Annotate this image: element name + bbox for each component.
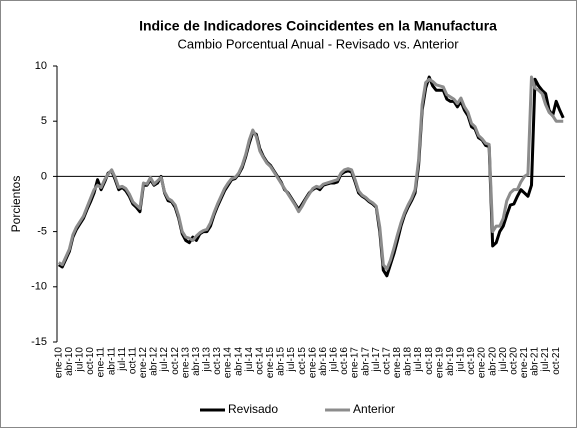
x-tick-label: ene-19 bbox=[434, 347, 445, 379]
y-tick-label: 0 bbox=[41, 170, 47, 182]
y-tick-label: 10 bbox=[35, 60, 47, 72]
x-tick-label: abr-20 bbox=[487, 347, 498, 376]
x-tick-label: ene-15 bbox=[265, 347, 276, 379]
x-tick-label: jul-19 bbox=[456, 347, 467, 373]
x-tick-label: jul-20 bbox=[498, 347, 509, 373]
x-tick-label: oct-15 bbox=[297, 347, 308, 375]
x-tick-label: ene-13 bbox=[180, 347, 191, 379]
x-tick-label: jul-10 bbox=[75, 347, 86, 373]
legend-label: Anterior bbox=[353, 402, 395, 416]
x-tick-label: abr-14 bbox=[233, 347, 244, 376]
x-tick-label: abr-16 bbox=[318, 347, 329, 376]
legend-label: Revisado bbox=[228, 402, 278, 416]
x-tick-label: abr-10 bbox=[64, 347, 75, 376]
y-axis-label: Porcientos bbox=[9, 176, 23, 233]
x-tick-label: ene-12 bbox=[138, 347, 149, 379]
x-tick-label: jul-11 bbox=[117, 347, 128, 372]
x-tick-label: abr-15 bbox=[276, 347, 287, 376]
x-tick-label: abr-11 bbox=[106, 347, 117, 376]
x-tick-label: abr-19 bbox=[445, 347, 456, 376]
x-tick-label: abr-21 bbox=[530, 347, 541, 376]
x-tick-label: abr-13 bbox=[191, 347, 202, 376]
x-tick-label: jul-16 bbox=[329, 347, 340, 373]
x-tick-label: oct-12 bbox=[170, 347, 181, 375]
y-tick-label: -5 bbox=[37, 226, 47, 238]
x-tick-label: oct-21 bbox=[551, 347, 562, 375]
x-tick-label: oct-10 bbox=[85, 347, 96, 375]
x-tick-label: oct-14 bbox=[254, 347, 265, 375]
x-tick-label: ene-21 bbox=[519, 347, 530, 379]
chart-title: Indice de Indicadores Coincidentes en la… bbox=[139, 18, 497, 34]
x-tick-label: oct-19 bbox=[466, 347, 477, 375]
x-tick-label: jul-18 bbox=[413, 347, 424, 373]
series-line bbox=[57, 75, 564, 271]
x-tick-label: ene-11 bbox=[96, 347, 107, 378]
x-tick-label: ene-10 bbox=[53, 347, 64, 379]
y-tick-label: -10 bbox=[31, 281, 47, 293]
x-tick-label: ene-18 bbox=[392, 347, 403, 379]
x-tick-label: jul-14 bbox=[244, 347, 255, 373]
x-tick-label: oct-17 bbox=[381, 347, 392, 375]
x-tick-label: oct-11 bbox=[127, 347, 138, 374]
x-tick-label: abr-18 bbox=[403, 347, 414, 376]
x-tick-label: jul-17 bbox=[371, 347, 382, 373]
x-tick-label: ene-20 bbox=[477, 347, 488, 379]
x-tick-label: oct-18 bbox=[424, 347, 435, 375]
x-tick-label: oct-16 bbox=[339, 347, 350, 375]
x-tick-label: jul-15 bbox=[286, 347, 297, 373]
x-tick-label: ene-14 bbox=[223, 347, 234, 379]
x-tick-label: jul-12 bbox=[159, 347, 170, 373]
x-tick-label: abr-17 bbox=[360, 347, 371, 376]
x-tick-label: ene-17 bbox=[350, 347, 361, 379]
x-tick-label: ene-16 bbox=[307, 347, 318, 379]
x-tick-label: oct-20 bbox=[508, 347, 519, 375]
y-tick-label: -15 bbox=[31, 336, 47, 348]
x-tick-label: jul-21 bbox=[540, 347, 551, 373]
chart-subtitle: Cambio Porcentual Anual - Revisado vs. A… bbox=[177, 36, 459, 51]
y-tick-label: 5 bbox=[41, 115, 47, 127]
x-tick-label: oct-13 bbox=[212, 347, 223, 375]
x-tick-label: abr-12 bbox=[149, 347, 160, 376]
x-tick-label: jul-13 bbox=[202, 347, 213, 373]
